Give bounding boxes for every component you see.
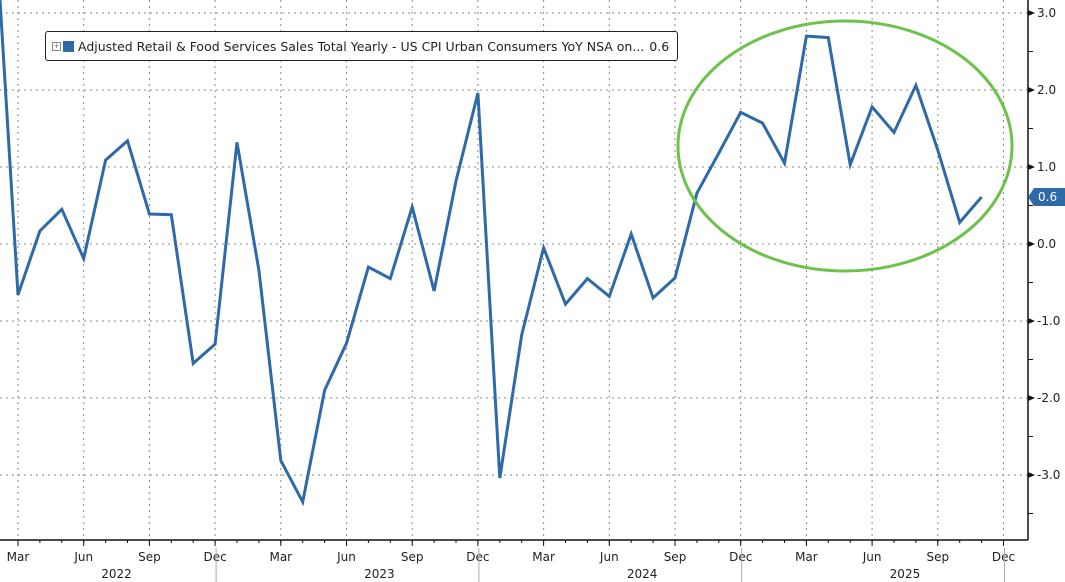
legend-label: Adjusted Retail & Food Services Sales To… [78,38,645,54]
y-tick-mark [1028,87,1035,93]
x-year-label: 2025 [890,567,921,581]
x-month-label: Mar [269,550,292,564]
legend-expand-icon[interactable]: + [52,41,61,51]
x-month-label: Mar [7,550,30,564]
y-tick-label: -2.0 [1037,391,1060,405]
x-year-label: 2022 [101,567,132,581]
highlight-ellipse [676,19,1014,273]
series-line [0,0,983,507]
legend[interactable]: + Adjusted Retail & Food Services Sales … [45,31,679,61]
y-tick-label: 2.0 [1037,83,1056,97]
y-tick-mark [1028,164,1035,170]
x-month-label: Dec [992,550,1015,564]
x-month-label: Mar [795,550,818,564]
y-tick-label: -1.0 [1037,314,1060,328]
y-tick-mark [1028,10,1035,16]
x-month-label: Mar [532,550,555,564]
x-month-label: Jun [599,550,619,564]
x-month-label: Jun [336,550,356,564]
y-tick-label: 1.0 [1037,160,1056,174]
legend-last-value: 0.6 [649,38,670,54]
y-tick-mark [1028,395,1035,401]
x-month-label: Sep [664,550,687,564]
legend-swatch [63,40,74,52]
y-tick-label: -3.0 [1037,468,1060,482]
y-tick-mark [1028,472,1035,478]
x-year-label: 2023 [364,567,395,581]
x-year-label: 2024 [627,567,658,581]
x-month-label: Sep [926,550,949,564]
last-value-badge-label: 0.6 [1038,190,1057,204]
y-tick-label: 0.0 [1037,237,1056,251]
x-month-label: Dec [203,550,226,564]
x-month-label: Jun [862,550,882,564]
x-month-label: Dec [466,550,489,564]
x-month-label: Jun [73,550,93,564]
y-tick-mark [1028,318,1035,324]
x-month-label: Sep [138,550,161,564]
x-month-label: Dec [729,550,752,564]
y-tick-label: 3.0 [1037,6,1056,20]
x-month-label: Sep [401,550,424,564]
last-value-badge [1028,188,1065,207]
y-tick-mark [1028,241,1035,247]
